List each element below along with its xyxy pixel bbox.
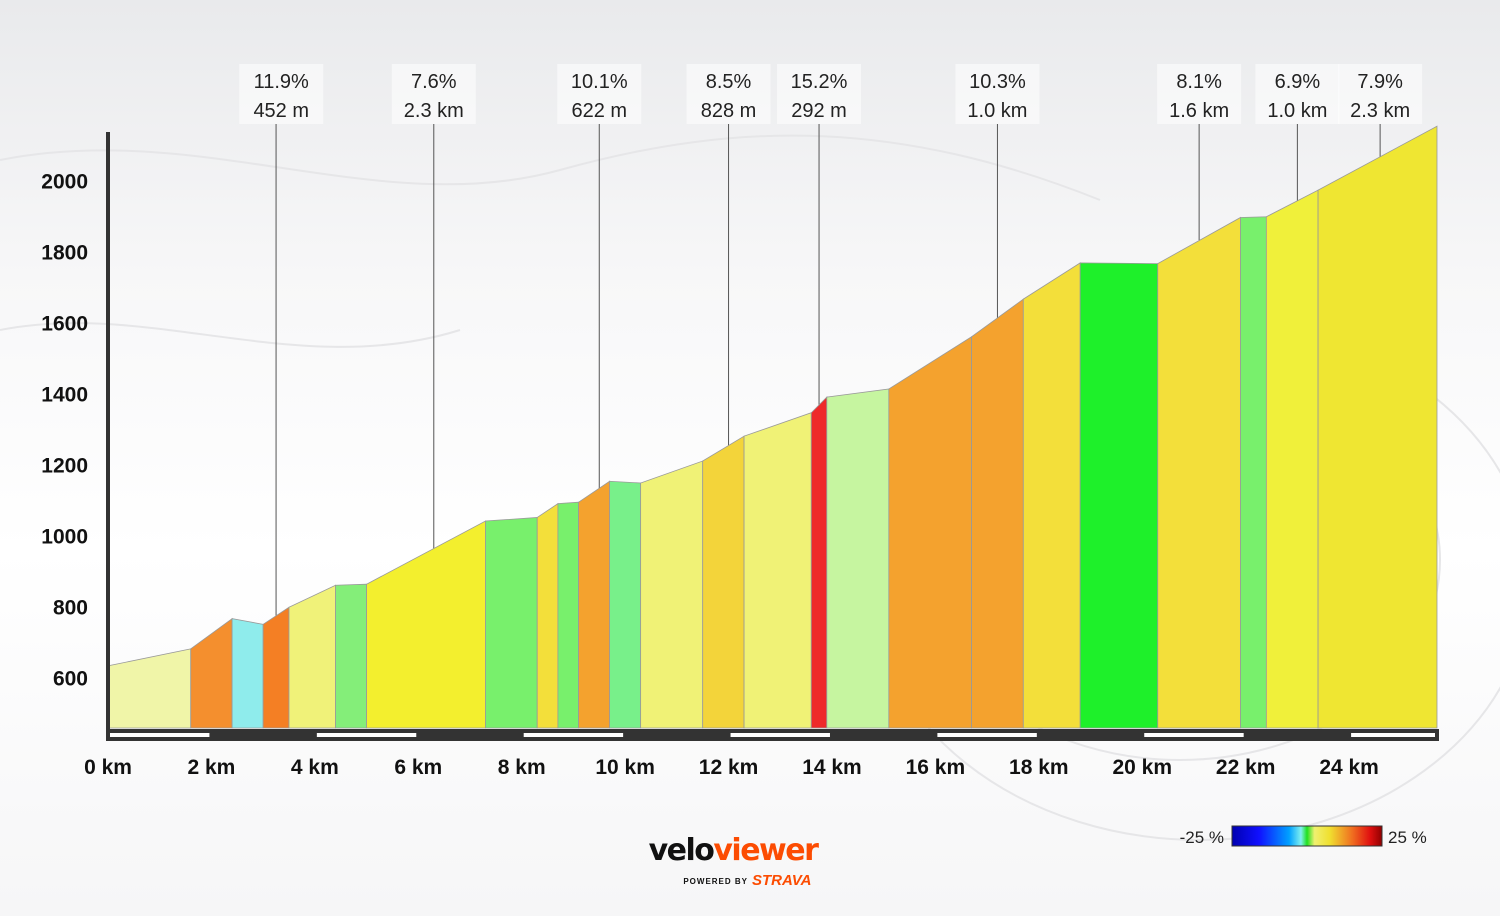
x-axis-ruler-band-24 [1351,733,1435,737]
grade-segment-17 [888,336,972,729]
scale-gradient-bar [1231,825,1383,847]
grade-segment-9 [557,501,579,729]
grade-segment-22 [1240,216,1267,729]
y-tick-label-3: 1200 [41,454,88,477]
annotation-box-0 [239,64,324,124]
x-tick-label-8: 16 km [906,756,966,779]
x-tick-label-2: 4 km [291,756,339,779]
grade-segment-4 [288,584,336,729]
annotation-box-2 [557,64,642,124]
x-tick-label-6: 12 km [699,756,759,779]
annotation-grade-3: 8.5% [706,71,752,93]
grade-segment-18 [971,298,1024,729]
grade-segment-15 [810,396,828,729]
grade-segment-1 [190,617,233,729]
annotation-grade-6: 8.1% [1176,71,1222,93]
y-tick-label-5: 1600 [41,312,88,335]
grade-segment-23 [1265,189,1319,729]
grade-segment-19 [1022,262,1081,729]
x-axis: 0 km 2 km 4 km 6 km 8 km 10 km 12 km 14 km 16 km… [84,729,1439,779]
annotation-box-3 [686,64,771,124]
annotation-distance-3: 828 m [701,100,757,122]
y-tick-label-1: 800 [53,596,88,619]
grade-segment-12 [640,460,704,729]
annotation-distance-6: 1.6 km [1169,100,1229,122]
svg-text:veloviewer: veloviewer [649,833,820,868]
grade-segment-3 [262,606,290,729]
y-axis: 600 800 1000 1200 1400 1600 1800 2000 [41,132,110,740]
y-tick-label-6: 1800 [41,241,88,264]
annotation-distance-1: 2.3 km [404,100,464,122]
x-tick-label-10: 20 km [1112,756,1172,779]
x-tick-label-5: 10 km [595,756,655,779]
annotation-distance-8: 2.3 km [1350,100,1410,122]
grade-segment-6 [366,520,486,729]
annotation-grade-7: 6.9% [1275,71,1321,93]
grade-segment-20 [1079,262,1159,729]
x-axis-ruler-band-12 [730,733,830,737]
veloviewer-logo: veloviewer POWERED BY STRAVA [649,833,821,889]
grade-segment-5 [335,583,367,729]
y-tick-label-7: 2000 [41,170,88,193]
grade-segment-7 [485,517,538,729]
climb-annotations: 11.9% 452 m 7.6% 2.3 km 10.1% 622 m 8.5% 828 m 1… [239,64,1423,616]
annotation-box-8 [1338,64,1423,124]
x-tick-label-11: 22 km [1216,756,1276,779]
x-tick-label-4: 8 km [498,756,546,779]
grade-color-scale: -25 % 25 % [1180,825,1427,847]
annotation-distance-7: 1.0 km [1267,100,1327,122]
annotation-grade-5: 10.3% [969,71,1026,93]
scale-min-label: -25 % [1180,828,1224,847]
grade-segment-21 [1157,216,1241,729]
y-tick-label-0: 600 [53,667,88,690]
grade-segment-16 [826,388,890,729]
grade-segment-11 [609,480,642,729]
annotation-box-6 [1157,64,1242,124]
grade-segment-2 [231,618,264,729]
annotation-distance-2: 622 m [571,100,627,122]
grade-segment-14 [743,412,812,729]
annotation-box-7 [1255,64,1340,124]
x-tick-label-12: 24 km [1319,756,1379,779]
logo-brand-part1: velo [649,833,715,868]
x-tick-label-7: 14 km [802,756,862,779]
grade-segment-24 [1317,125,1438,729]
annotation-distance-4: 292 m [791,100,847,122]
x-axis-ruler-band-4 [316,733,417,737]
logo-powered-by: POWERED BY [683,877,748,886]
x-axis-ruler-band-20 [1144,733,1244,737]
annotation-grade-8: 7.9% [1357,71,1403,93]
y-tick-label-4: 1400 [41,383,88,406]
logo-strava: STRAVA [752,872,811,889]
scale-max-label: 25 % [1388,828,1427,847]
annotation-box-4 [777,64,862,124]
annotation-distance-0: 452 m [253,100,309,122]
y-tick-label-2: 1000 [41,525,88,548]
annotation-grade-0: 11.9% [254,71,309,93]
x-axis-ruler-band-16 [937,733,1037,737]
x-tick-label-9: 18 km [1009,756,1069,779]
x-tick-label-0: 0 km [84,756,132,779]
annotation-distance-5: 1.0 km [967,100,1027,122]
annotation-box-1 [391,64,476,124]
grade-segment-13 [702,435,745,729]
x-tick-label-3: 6 km [394,756,442,779]
annotation-box-5 [955,64,1040,124]
grade-segment-10 [578,480,611,729]
grade-segment-0 [107,648,192,729]
grade-segments [107,125,1438,729]
x-axis-ruler-band-8 [523,733,624,737]
grade-segment-8 [536,502,559,729]
logo-brand-part2: viewer [713,833,819,868]
annotation-grade-1: 7.6% [411,71,457,93]
annotation-grade-4: 15.2% [791,71,848,93]
annotation-grade-2: 10.1% [571,71,628,93]
x-axis-ruler-band-0 [110,733,210,737]
x-tick-label-1: 2 km [187,756,235,779]
